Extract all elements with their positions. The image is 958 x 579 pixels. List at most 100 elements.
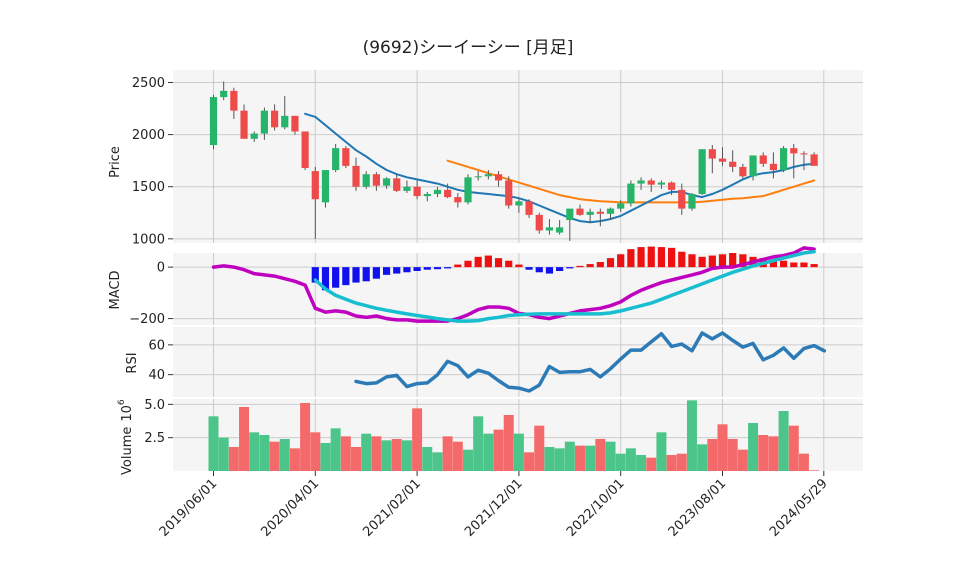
candle-body [769,163,777,171]
volume-bar [697,444,708,471]
x-tick-label: 2022/10/01 [564,476,628,540]
macd-axis-label: MACD [108,271,123,310]
y-tick-label: 60 [148,338,165,353]
volume-bar [646,457,657,471]
candle-body [382,178,391,186]
volume-bar [463,449,473,471]
macd-histogram-bar [484,255,492,268]
macd-histogram-bar [515,264,523,268]
rsi-line [354,331,827,393]
macd-histogram-bar [433,267,442,270]
volume-bar [401,440,412,471]
candle-body [729,161,737,167]
candle-body [800,153,808,155]
volume-bar [524,452,535,471]
macd-signal-line [313,249,816,323]
volume-bar [676,453,687,471]
macd-histogram-bar [535,267,543,273]
volume-bar [534,425,545,471]
volume-bar [391,439,402,471]
candle-body [759,155,767,164]
candle-body [688,194,696,209]
candle-body [535,214,543,231]
volume-bar [300,403,311,471]
x-tick-label: 2021/02/01 [360,476,424,540]
candle-body [779,148,788,171]
volume-bar [574,445,585,471]
volume-bar [218,437,229,471]
candle-body [362,174,370,187]
volume-bar [717,424,728,471]
volume-bar [595,439,606,471]
macd-histogram-bar [403,267,411,273]
volume-bar [228,447,239,471]
volume-bar [737,449,748,471]
volume-bar [381,440,392,471]
macd-histogram-bar [647,246,655,268]
candle-body [566,208,574,221]
candle-body [413,186,421,197]
candle-body [586,211,594,215]
macd-histogram-bar [739,254,747,268]
macd-histogram-bar [790,262,798,268]
macd-histogram-bar [545,267,554,274]
candle-body [209,97,218,146]
candle-body [718,158,727,162]
volume-bar [239,407,250,471]
candle-body [301,131,309,168]
candle-body [606,208,615,214]
volume-bar [259,435,270,471]
candle-body [505,180,513,206]
macd-histogram-bar [464,260,472,268]
candle-body [433,189,442,195]
candle-body [281,115,289,128]
volume-bar [503,415,514,471]
macd-histogram-bar [668,247,676,268]
macd-histogram-bar [779,260,788,268]
candle-body [444,189,452,198]
macd-histogram-bar [708,255,716,268]
y-tick-label: 2.5 [144,431,165,446]
y-tick-label: 40 [148,368,165,383]
moving-average-short [304,112,816,224]
volume-bar [330,428,341,471]
volume-bar [351,447,362,471]
volume-bar [483,433,494,471]
candle-body [617,203,625,209]
candle-body [332,148,340,171]
volume-bar [625,448,636,471]
macd-histogram-bar [678,251,686,268]
y-tick-label: 0 [157,261,165,276]
candle-body [220,90,228,98]
macd-histogram-bar [729,253,737,268]
candle-body [240,110,248,139]
candle-body [403,186,411,191]
macd-histogram-bar [606,258,615,268]
macd-histogram-bar [810,264,818,268]
volume-bar [778,411,789,471]
candle-body [657,182,666,185]
x-axis-ticks: 2019/06/01 2020/04/01 2021/02/01 2021/12/01… [157,471,831,540]
volume-bar [748,423,759,471]
volume-bar [473,416,484,471]
volume-bar [320,443,331,471]
macd-histogram-bar [637,247,645,268]
candle-body [484,174,492,177]
macd-histogram-bar [494,258,503,268]
volume-bar [361,433,372,471]
candle-body [474,176,482,178]
macd-histogram-bar [718,254,727,268]
macd-line [211,246,816,323]
volume-bar [768,436,779,471]
candle-body [668,182,676,190]
macd-histogram-bar [474,256,482,268]
macd-histogram-bar [321,267,330,291]
volume-bar [758,435,769,471]
volume-bar [656,432,667,471]
volume-bar [585,445,596,471]
volume-bar [422,447,433,471]
chart-title: (9692)シーイーシー [月足] [363,38,574,58]
x-tick-label: 2023/08/01 [666,476,730,540]
volume-bar [554,448,565,471]
